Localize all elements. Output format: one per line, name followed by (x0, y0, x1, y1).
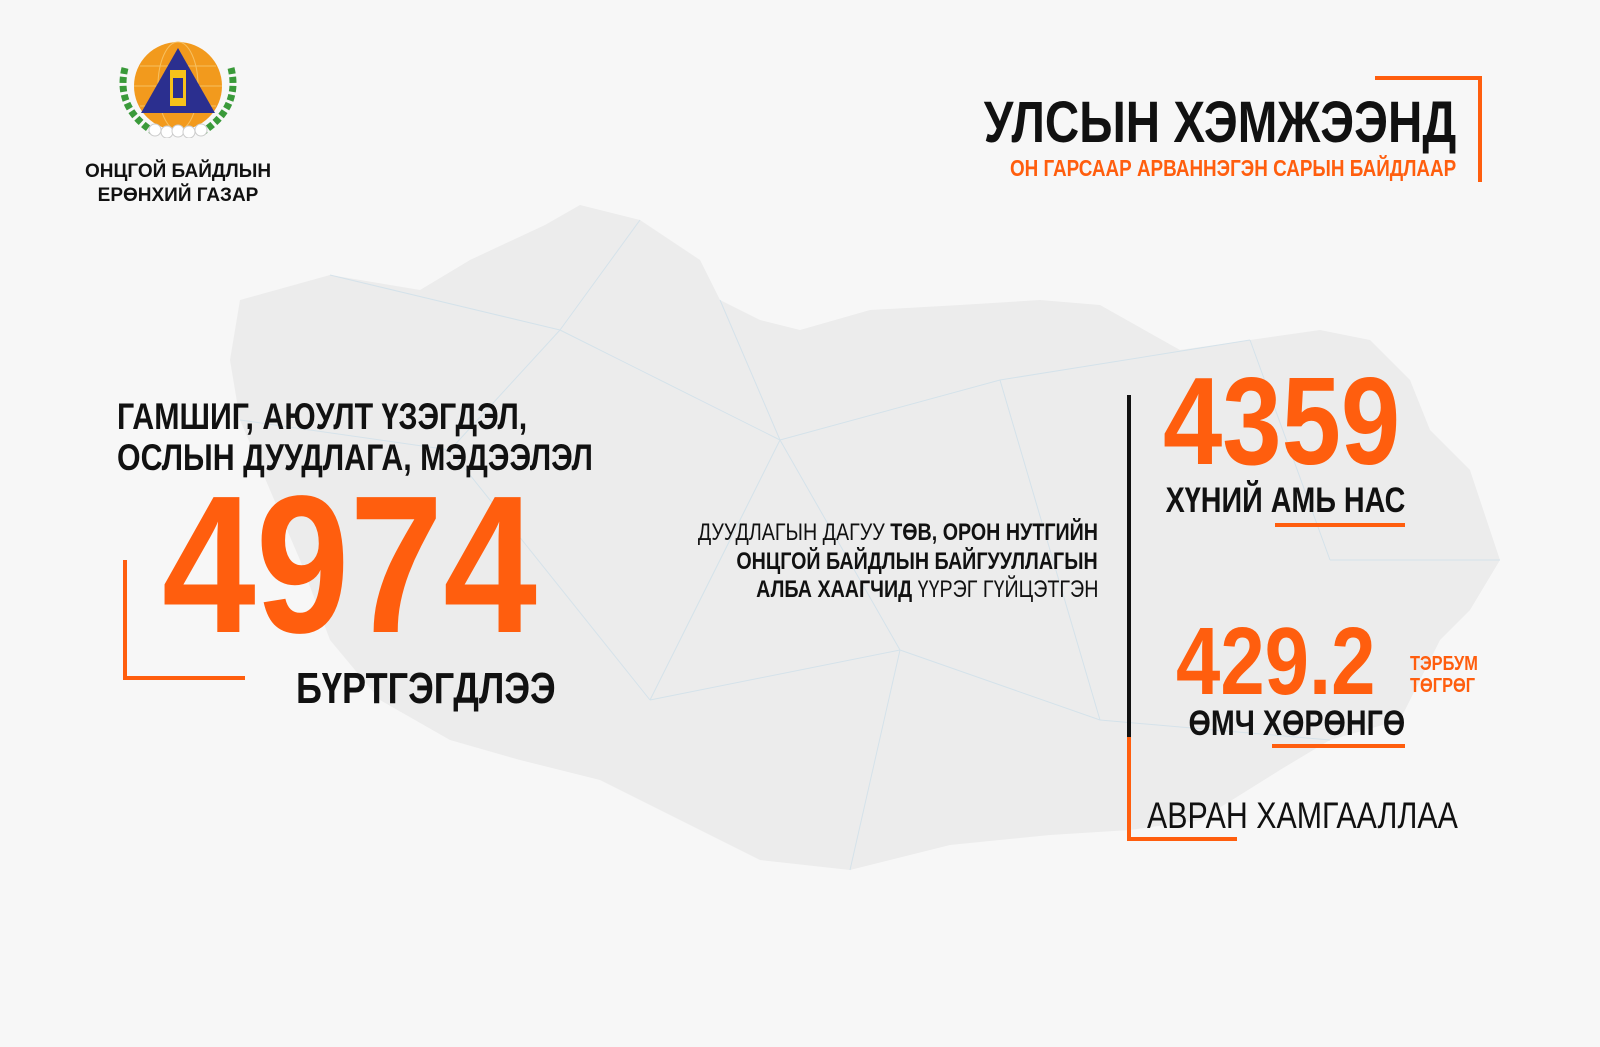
header-bracket-side (1478, 76, 1482, 182)
incident-label: ГАМШИГ, АЮУЛТ ҮЗЭГДЭЛ, ОСЛЫН ДУУДЛАГА, М… (117, 396, 593, 478)
page-subtitle: ОН ГАРСААР АРВАННЭГЭН САРЫН БАЙДЛААР (1009, 155, 1456, 181)
lives-saved-count: 4359 (1163, 353, 1401, 491)
left-bracket-bottom (123, 676, 245, 680)
agency-emblem-logo (119, 41, 237, 138)
lives-label: ХҮНИЙ АМЬ НАС (1165, 481, 1405, 520)
property-saved-value: 429.2 (1176, 608, 1376, 715)
lives-underline (1275, 523, 1405, 527)
right-bracket-side (1127, 737, 1131, 841)
currency-unit: ТЭРБУМ ТӨГРӨГ (1410, 653, 1478, 697)
agency-name-line1: ОНЦГОЙ БАЙДЛЫН (84, 161, 272, 182)
agency-name-line2: ЕРӨНХИЙ ГАЗАР (97, 185, 259, 206)
page-title: УЛСЫН ХЭМЖЭЭНД (983, 90, 1456, 155)
property-label: ӨМЧ ХӨРӨНГӨ (1188, 704, 1405, 743)
incident-count: 4974 (162, 455, 537, 674)
protected-caption: АВРАН ХАМГААЛЛАА (1147, 795, 1458, 836)
registered-caption: БҮРТГЭГДЛЭЭ (296, 664, 556, 713)
agency-name: ОНЦГОЙ БАЙДЛЫН ЕРӨНХИЙ ГАЗАР (60, 160, 296, 208)
response-description: ДУУДЛАГЫН ДАГУУ ТӨВ, ОРОН НУТГИЙН ОНЦГОЙ… (697, 519, 1098, 603)
right-bracket-bottom (1127, 837, 1237, 841)
left-bracket-side (123, 560, 127, 680)
property-underline (1272, 744, 1405, 748)
vertical-divider (1127, 395, 1131, 737)
header-bracket-top (1375, 76, 1482, 80)
